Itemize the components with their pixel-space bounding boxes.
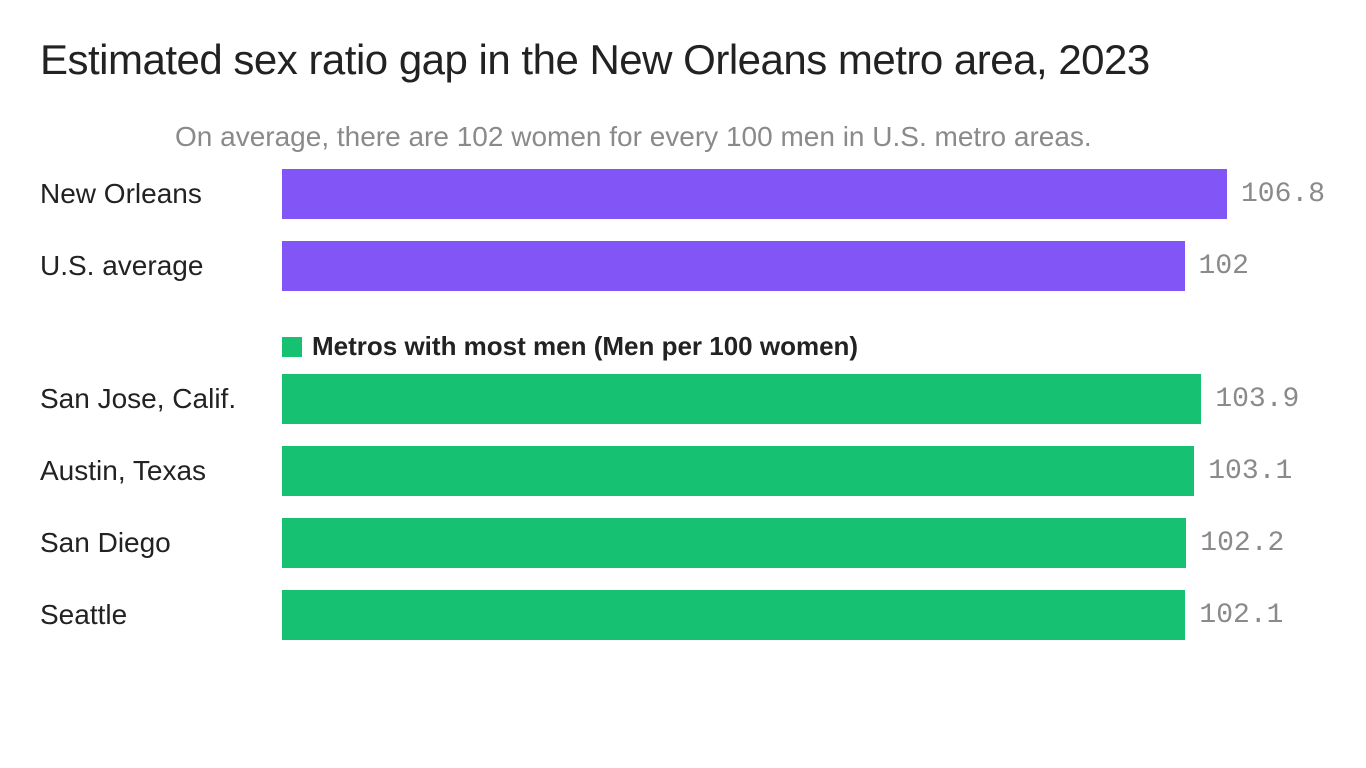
- bar-label: Seattle: [40, 601, 282, 629]
- bar-row: San Jose, Calif. 103.9: [40, 374, 1326, 424]
- bar-area: 102: [282, 241, 1326, 291]
- bar-value: 102.2: [1200, 528, 1284, 559]
- bar: [282, 446, 1194, 496]
- chart-container: Estimated sex ratio gap in the New Orlea…: [0, 0, 1366, 640]
- bar-label: New Orleans: [40, 180, 282, 208]
- bar-area: 102.1: [282, 590, 1326, 640]
- bar-value: 103.1: [1208, 456, 1292, 487]
- chart-subtitle: On average, there are 102 women for ever…: [175, 121, 1326, 153]
- bar-row: San Diego 102.2: [40, 518, 1326, 568]
- bar: [282, 374, 1201, 424]
- bar-value: 102.1: [1199, 600, 1283, 631]
- bar-area: 103.9: [282, 374, 1326, 424]
- bar-row: U.S. average 102: [40, 241, 1326, 291]
- bar-chart: New Orleans 106.8 U.S. average 102 Metro…: [40, 169, 1326, 640]
- bar: [282, 169, 1227, 219]
- bar-area: 103.1: [282, 446, 1326, 496]
- legend-label: Metros with most men (Men per 100 women): [312, 331, 858, 362]
- chart-title: Estimated sex ratio gap in the New Orlea…: [40, 34, 1326, 85]
- bar-value: 102: [1199, 251, 1249, 282]
- bar-label: San Jose, Calif.: [40, 385, 282, 413]
- section-gap: [40, 313, 1326, 331]
- bar: [282, 241, 1185, 291]
- bar-row: Austin, Texas 103.1: [40, 446, 1326, 496]
- bar-label: Austin, Texas: [40, 457, 282, 485]
- bar-area: 106.8: [282, 169, 1326, 219]
- bar-label: San Diego: [40, 529, 282, 557]
- bar-value: 106.8: [1241, 179, 1325, 210]
- bar-row: New Orleans 106.8: [40, 169, 1326, 219]
- legend-swatch: [282, 337, 302, 357]
- bar-label: U.S. average: [40, 252, 282, 280]
- bar-value: 103.9: [1215, 384, 1299, 415]
- legend: Metros with most men (Men per 100 women): [282, 331, 1326, 362]
- bar: [282, 590, 1185, 640]
- bar-row: Seattle 102.1: [40, 590, 1326, 640]
- bar-area: 102.2: [282, 518, 1326, 568]
- bar: [282, 518, 1186, 568]
